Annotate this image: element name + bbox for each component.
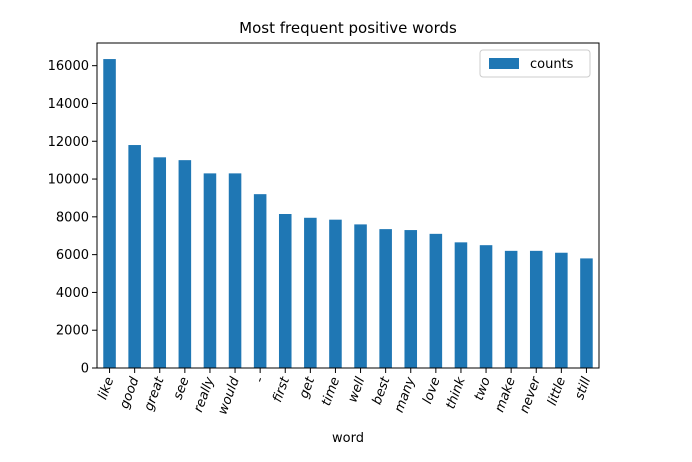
x-tick-label: like <box>95 375 117 402</box>
legend-swatch <box>489 58 519 69</box>
bar-like <box>103 59 116 369</box>
bar-two <box>479 245 493 368</box>
x-tick-label: really <box>191 375 218 414</box>
bar-see <box>178 160 192 368</box>
bars-group <box>103 59 593 369</box>
bar-time <box>329 219 342 368</box>
y-tick-label: 4000 <box>56 286 89 301</box>
x-tick-label: two <box>472 375 494 402</box>
legend-label: counts <box>530 57 574 72</box>
x-tick-label: - <box>252 375 268 385</box>
bar-make <box>504 250 518 368</box>
y-tick-label: 16000 <box>48 59 89 74</box>
x-tick-label: love <box>420 375 443 406</box>
y-axis: 0 2000 4000 6000 8000 10000 12000 14000 16000 <box>48 59 97 377</box>
x-tick-label: well <box>345 375 368 405</box>
bar-love <box>429 233 443 368</box>
y-tick-label: 14000 <box>48 97 89 112</box>
y-tick-label: 2000 <box>56 324 89 339</box>
x-tick-label: good <box>117 375 142 411</box>
x-tick-label: think <box>443 375 468 411</box>
legend: counts <box>479 49 591 78</box>
bar-dash <box>253 194 267 368</box>
x-tick-label: make <box>492 375 518 414</box>
bar-think <box>454 242 468 368</box>
x-tick-label: time <box>319 375 343 408</box>
x-tick-label: many <box>392 375 419 415</box>
bar-best <box>379 229 392 368</box>
plot-frame <box>96 42 600 369</box>
bar-well <box>354 224 367 368</box>
x-tick-label: little <box>545 375 569 407</box>
bar-little <box>555 252 568 368</box>
x-tick-label: never <box>517 374 544 416</box>
x-tick-label: still <box>572 375 594 402</box>
legend-box <box>479 49 591 78</box>
x-tick-label: would <box>215 375 243 417</box>
x-tick-label: get <box>297 374 319 400</box>
bar-first <box>278 214 292 368</box>
y-tick-label: 6000 <box>56 248 89 263</box>
bar-many <box>404 230 418 368</box>
y-tick-label: 8000 <box>56 210 89 225</box>
y-tick-label: 0 <box>81 362 89 377</box>
bar-get <box>304 217 317 368</box>
y-tick-label: 12000 <box>48 135 89 150</box>
x-tick-label: first <box>270 374 293 404</box>
bar-really <box>203 173 217 368</box>
x-tick-label: great <box>142 374 168 413</box>
chart-title: Most frequent positive words <box>239 19 457 37</box>
bar-still <box>580 258 593 368</box>
bar-good <box>128 145 141 368</box>
bar-would <box>228 173 242 368</box>
bar-never <box>529 250 543 368</box>
x-axis-label: word <box>332 431 364 446</box>
x-tick-label: see <box>171 375 193 402</box>
y-tick-label: 10000 <box>48 173 89 188</box>
x-tick-label: best <box>370 374 394 406</box>
bar-great <box>153 157 167 368</box>
